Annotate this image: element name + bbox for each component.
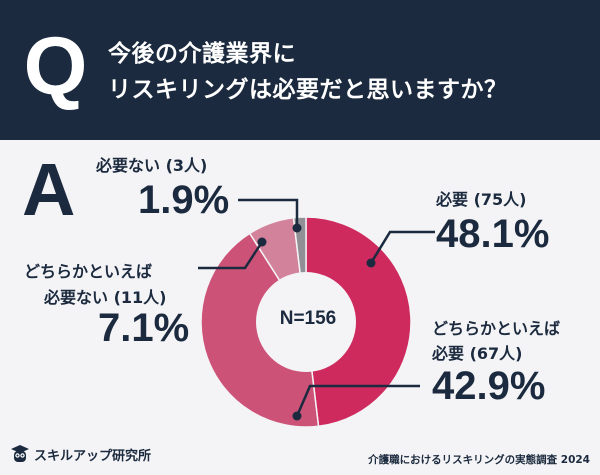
leader-line-necessary (369, 230, 435, 264)
answer-mark: A (22, 148, 76, 231)
question-mark: Q (23, 21, 88, 112)
owl-graduate-icon (11, 445, 29, 462)
leader-line-somewhat-unnecessary (198, 241, 264, 270)
question-text-line2: リスキリングは必要だと思いますか？ (108, 77, 508, 103)
chart-center-label: N=156 (279, 308, 337, 329)
question-header: Q 今後の介護業界に リスキリングは必要だと思いますか？ (0, 0, 600, 140)
label-somewhat-unnecessary-line1: どちらかといえば (24, 262, 153, 281)
leader-line-somewhat-necessary (295, 384, 420, 417)
label-somewhat-unnecessary-line2: 必要ない (11人) (44, 288, 167, 307)
label-somewhat-unnecessary-percent: 7.1% (98, 306, 190, 350)
brand-logo: スキルアップ研究所 (10, 444, 151, 464)
donut-hole (256, 272, 356, 372)
leader-dot-necessary (366, 258, 376, 268)
label-unnecessary-percent: 1.9% (138, 178, 230, 222)
leader-dot-somewhat-unnecessary (257, 237, 267, 247)
label-somewhat-necessary-line1: どちらかといえば (432, 319, 561, 338)
slice-necessary (305, 216, 412, 428)
label-somewhat-necessary-percent: 42.9% (432, 364, 546, 408)
source-caption: 介護職におけるリスキリングの実態調査 2024 (368, 454, 590, 466)
label-somewhat-necessary-line2: 必要 (67人) (432, 344, 523, 363)
leader-dot-somewhat-necessary (292, 411, 302, 421)
label-necessary-name: 必要 (75人) (436, 190, 527, 209)
question-text-line1: 今後の介護業界に (108, 41, 296, 67)
brand-name: スキルアップ研究所 (34, 448, 152, 464)
label-necessary-percent: 48.1% (436, 212, 550, 256)
leader-dot-unnecessary (292, 223, 302, 233)
leader-line-unnecessary (238, 198, 299, 228)
label-unnecessary-name: 必要ない (3人) (96, 156, 208, 175)
